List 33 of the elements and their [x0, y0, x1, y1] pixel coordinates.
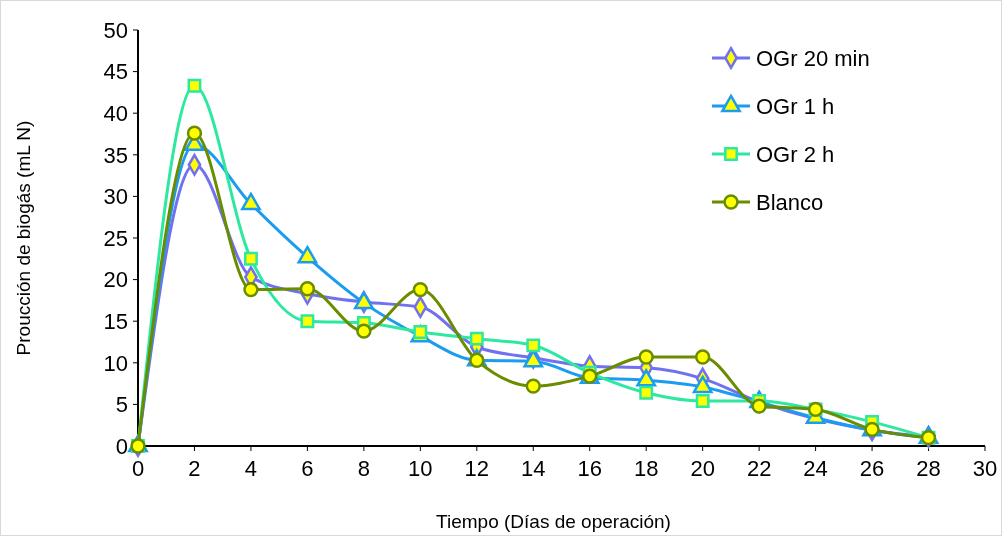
x-tick-label: 26	[859, 456, 885, 481]
y-tick-label: 10	[103, 350, 128, 376]
x-tick-label: 8	[357, 456, 370, 481]
y-tick-label: 35	[103, 142, 128, 168]
legend-label: OGr 2 h	[756, 141, 835, 167]
y-tick-label: 20	[103, 267, 128, 293]
x-tick-label: 20	[690, 456, 715, 481]
x-tick-label: 2	[188, 456, 201, 481]
x-tick-label: 0	[131, 456, 145, 481]
y-tick-label: 45	[103, 59, 128, 85]
x-tick-label: 12	[464, 456, 490, 481]
x-tick-label: 30	[972, 456, 998, 481]
legend-label: Blanco	[756, 189, 824, 215]
y-tick-label: 0	[115, 433, 128, 459]
x-tick-label: 14	[521, 456, 546, 481]
y-tick-label: 25	[103, 225, 128, 251]
x-tick-label: 16	[577, 456, 602, 481]
x-axis-title: Tiempo (Días de operación)	[436, 511, 671, 532]
x-tick-label: 10	[408, 456, 433, 481]
legend-label: OGr 20 min	[756, 45, 870, 71]
y-tick-label: 15	[103, 308, 128, 334]
y-tick-label: 40	[103, 100, 128, 126]
x-tick-label: 4	[244, 456, 258, 481]
x-tick-label: 22	[746, 456, 772, 481]
x-tick-label: 24	[803, 456, 828, 481]
x-tick-label: 28	[916, 456, 941, 481]
y-tick-label: 50	[103, 17, 128, 43]
y-axis-title: Proucción de biogás (mL N)	[13, 120, 34, 356]
y-tick-label: 30	[103, 184, 128, 210]
legend-label: OGr 1 h	[756, 93, 835, 119]
x-tick-label: 18	[633, 456, 659, 481]
x-tick-label: 6	[301, 456, 314, 481]
y-tick-label: 5	[115, 392, 128, 418]
